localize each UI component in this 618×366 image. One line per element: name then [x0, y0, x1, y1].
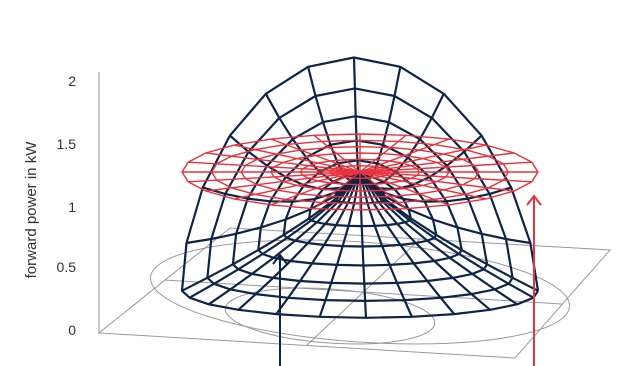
- disc-spoke: [205, 152, 361, 173]
- disc-spoke: [270, 138, 361, 173]
- z-tick-label: 1.5: [57, 136, 77, 152]
- disc-surface: [181, 133, 539, 211]
- disc-spoke: [313, 134, 361, 173]
- disc-spoke: [359, 161, 532, 173]
- floor-plane: [97, 227, 612, 359]
- bowl-spoke: [229, 134, 361, 191]
- disc-spoke: [188, 171, 361, 183]
- bowl-spoke: [189, 171, 361, 299]
- bowl-spoke: [275, 171, 362, 315]
- disc-spoke: [359, 152, 515, 173]
- bowl-spoke: [186, 171, 361, 245]
- disc-spoke: [359, 134, 407, 173]
- bowl-spoke: [358, 171, 368, 318]
- z-axis-title: forward power in kW: [23, 141, 40, 279]
- bowl-spoke: [359, 171, 535, 299]
- disc-spoke: [359, 171, 532, 183]
- z-tick-label: 0.5: [57, 259, 77, 275]
- disc-spoke: [359, 171, 450, 206]
- arrow-navy: [272, 253, 288, 366]
- disc-spoke: [205, 171, 361, 192]
- disc-spoke: [359, 171, 515, 192]
- bowl-spoke: [359, 171, 491, 311]
- bowl-spoke: [358, 171, 456, 315]
- disc-spoke: [313, 171, 361, 210]
- z-tick-label: 0: [68, 322, 76, 338]
- bowl-spoke: [208, 171, 361, 306]
- disc-spoke: [359, 171, 487, 200]
- disc-spoke: [359, 144, 487, 173]
- floor-outline: [97, 227, 612, 359]
- z-tick-label: 2: [68, 73, 76, 89]
- z-tick-label: 1: [68, 199, 76, 215]
- bowl-spoke: [318, 171, 362, 318]
- disc-spoke: [270, 171, 361, 206]
- disc-spoke: [233, 171, 361, 200]
- bowl-spoke: [359, 171, 512, 203]
- bowl-spoke: [359, 171, 531, 245]
- bowl-spoke: [359, 171, 518, 306]
- bowl-spoke: [237, 171, 361, 311]
- disc-spoke: [359, 171, 407, 210]
- arrow-red: [526, 194, 542, 366]
- bowl-spoke: [352, 57, 362, 184]
- disc-spoke: [359, 138, 450, 173]
- bowl-spoke: [358, 171, 413, 318]
- disc-spoke: [188, 161, 361, 173]
- floor-circle-inner: [224, 287, 436, 345]
- disc-spoke: [233, 144, 361, 173]
